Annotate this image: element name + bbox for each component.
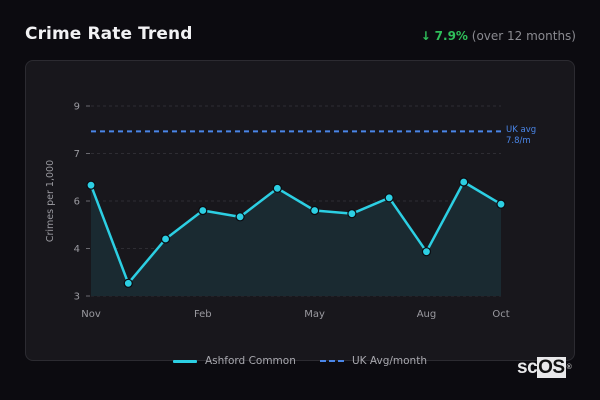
- legend-item-uk-avg[interactable]: UK Avg/month: [320, 355, 427, 367]
- y-axis: 3 4 6 7 9: [74, 102, 90, 303]
- data-point-dec[interactable]: [123, 278, 133, 288]
- scos-logo: scOS ®: [517, 357, 572, 378]
- svg-text:4: 4: [74, 244, 80, 255]
- chart-title: Crime Rate Trend: [25, 24, 193, 44]
- svg-text:Nov: Nov: [81, 309, 101, 320]
- legend-solid-line-icon: [173, 359, 197, 363]
- data-point-feb[interactable]: [198, 205, 208, 216]
- data-point-aug[interactable]: [421, 247, 432, 257]
- chart-legend: Ashford Common UK Avg/month: [0, 355, 600, 369]
- data-point-apr[interactable]: [272, 183, 282, 193]
- uk-avg-annotation-line1: UK avg: [506, 125, 536, 135]
- series-area-fill: [91, 182, 501, 296]
- legend-dashed-line-icon: [320, 360, 344, 362]
- svg-text:May: May: [304, 309, 325, 320]
- trend-summary: ↓ 7.9% (over 12 months): [421, 29, 576, 43]
- uk-avg-annotation-line2: 7.8/m: [506, 136, 531, 146]
- svg-text:Aug: Aug: [417, 309, 437, 320]
- legend-label: Ashford Common: [205, 355, 296, 367]
- legend-item-ashford-common[interactable]: Ashford Common: [173, 355, 296, 367]
- data-point-jul[interactable]: [384, 193, 394, 203]
- data-point-sep[interactable]: [459, 177, 469, 187]
- data-point-oct[interactable]: [496, 199, 506, 209]
- svg-text:6: 6: [74, 197, 80, 208]
- y-axis-label: Crimes per 1,000: [45, 160, 56, 242]
- svg-text:Oct: Oct: [492, 309, 509, 320]
- data-points: [86, 177, 506, 288]
- x-axis: Nov Feb May Aug Oct: [81, 309, 509, 320]
- data-point-jan[interactable]: [160, 234, 171, 244]
- svg-text:3: 3: [74, 292, 80, 303]
- data-point-jun[interactable]: [347, 209, 357, 219]
- data-point-mar[interactable]: [235, 212, 245, 222]
- svg-text:9: 9: [74, 102, 80, 113]
- down-arrow-icon: ↓: [420, 29, 431, 43]
- svg-text:7: 7: [74, 149, 80, 160]
- data-point-nov[interactable]: [86, 180, 96, 190]
- svg-text:Feb: Feb: [194, 309, 212, 320]
- series-line-ashford-common: [89, 180, 502, 285]
- legend-label: UK Avg/month: [352, 355, 427, 367]
- change-value: 7.9%: [434, 29, 468, 43]
- change-period: (over 12 months): [471, 29, 576, 43]
- data-point-may[interactable]: [310, 205, 320, 216]
